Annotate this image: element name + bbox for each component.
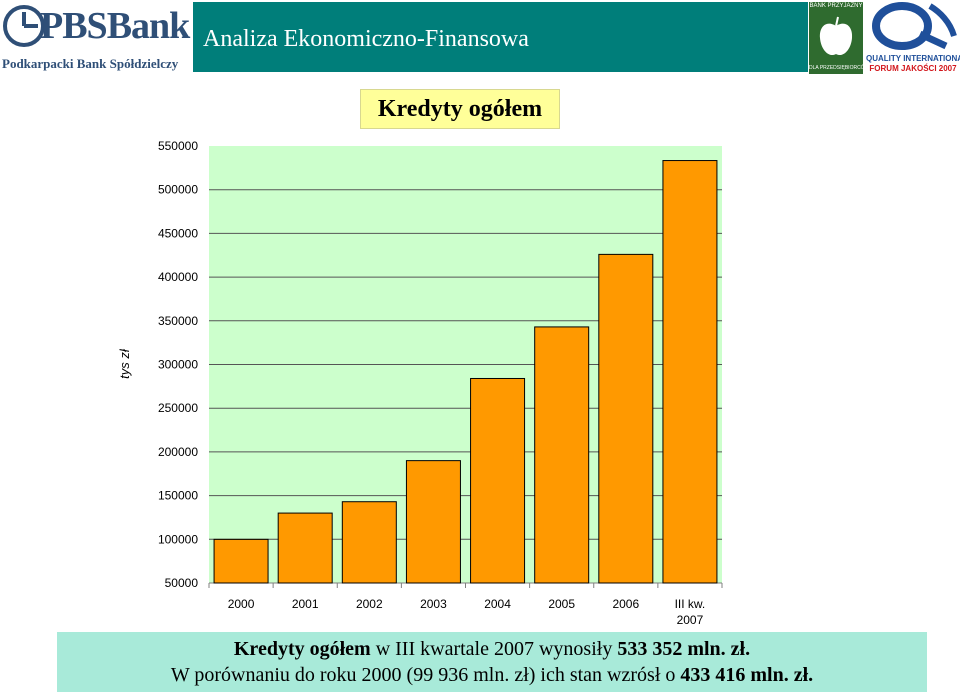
y-tick-label: 550000 — [158, 139, 198, 153]
y-axis-label: tys zł — [117, 348, 132, 379]
award-bottom-text: DLA PRZEDSIĘBIORCÓW — [809, 65, 863, 71]
globe-icon — [3, 5, 45, 47]
award-badge: BANK PRZYJAZNY DLA PRZEDSIĘBIORCÓW — [809, 2, 863, 74]
x-tick-label: 2005 — [548, 597, 575, 611]
chart-title: Kredyty ogółem — [360, 89, 560, 129]
title-bar: Analiza Ekonomiczno-Finansowa — [193, 2, 808, 72]
y-tick-label: 50000 — [165, 576, 199, 590]
y-tick-label: 200000 — [158, 445, 198, 459]
x-tick-label: 2004 — [484, 597, 511, 611]
x-tick-label: 2002 — [356, 597, 383, 611]
quality-emblem-icon — [872, 2, 957, 50]
quality-logo: QUALITY INTERNATIONAL FORUM JAKOŚCI 2007 — [866, 2, 960, 74]
x-tick-label: 2003 — [420, 597, 447, 611]
bar — [277, 512, 333, 584]
quality-line2: FORUM JAKOŚCI 2007 — [869, 64, 957, 73]
bar — [341, 501, 397, 584]
award-top-text: BANK PRZYJAZNY — [809, 3, 863, 9]
y-tick-label: 300000 — [158, 358, 198, 372]
bar — [534, 326, 590, 584]
summary-value-2: 433 416 mln. zł. — [680, 664, 814, 686]
summary-text-1: w III kwartale 2007 wynosiły — [370, 638, 618, 660]
summary-text-2: W porównaniu do roku 2000 (99 936 mln. z… — [170, 664, 681, 686]
slide-header: PBSBank Podkarpacki Bank Spółdzielczy An… — [0, 0, 960, 76]
brand-logo: PBSBank Podkarpacki Bank Spółdzielczy — [0, 0, 193, 76]
quality-line1: QUALITY INTERNATIONAL — [866, 54, 960, 63]
brand-name: PBSBank — [40, 5, 190, 47]
x-tick-label: 2006 — [612, 597, 639, 611]
y-tick-label: 100000 — [158, 532, 198, 546]
brand-subtitle: Podkarpacki Bank Spółdzielczy — [2, 56, 179, 71]
y-tick-label: 500000 — [158, 183, 198, 197]
summary-box: Kredyty ogółem w III kwartale 2007 wynos… — [57, 632, 927, 692]
summary-term: Kredyty ogółem — [233, 638, 371, 660]
x-tick-label: 2000 — [228, 597, 255, 611]
x-tick-label: III kw. — [675, 597, 706, 611]
apple-icon — [819, 16, 853, 56]
summary-line2: W porównaniu do roku 2000 (99 936 mln. z… — [57, 664, 927, 687]
y-tick-label: 450000 — [158, 226, 198, 240]
x-tick-label: 2007 — [677, 613, 704, 627]
x-tick-label: 2001 — [292, 597, 319, 611]
bar — [470, 377, 526, 584]
slide-title: Analiza Ekonomiczno-Finansowa — [203, 26, 529, 52]
y-tick-label: 400000 — [158, 270, 198, 284]
bar — [598, 253, 654, 584]
bar — [213, 538, 269, 584]
summary-line1: Kredyty ogółem w III kwartale 2007 wynos… — [57, 638, 927, 661]
y-tick-label: 250000 — [158, 401, 198, 415]
y-tick-label: 350000 — [158, 314, 198, 328]
summary-value-1: 533 352 mln. zł. — [617, 638, 751, 660]
bar — [662, 160, 718, 584]
y-tick-label: 150000 — [158, 489, 198, 503]
bar — [405, 460, 461, 584]
